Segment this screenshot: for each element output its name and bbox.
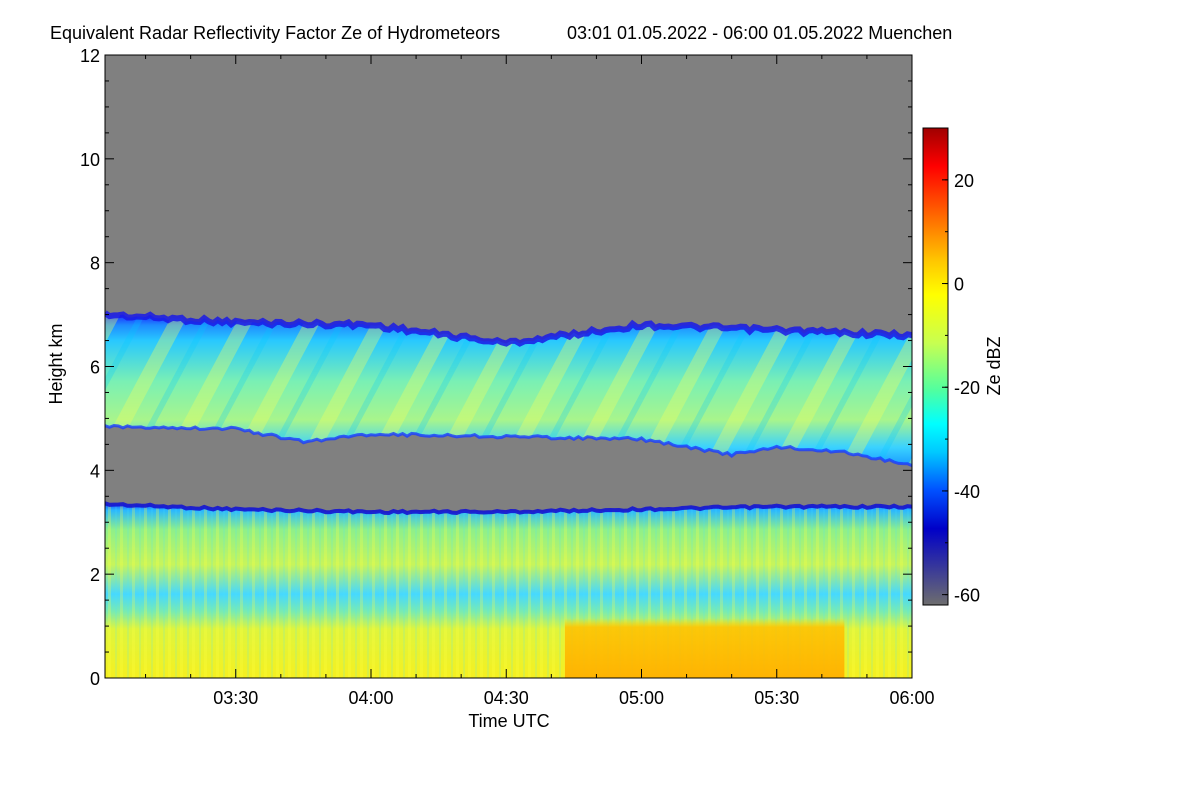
y-axis-label: Height km: [46, 323, 66, 404]
y-tick-label: 12: [80, 46, 100, 66]
colorbar: [922, 127, 949, 606]
upper-cloud-top-edge: [105, 310, 912, 347]
lower-layer-top-edge: [105, 501, 912, 516]
y-tick-label: 6: [90, 358, 100, 378]
y-axis: 0 2 4 6 8 10 12: [80, 46, 912, 689]
chart-subtitle: 03:01 01.05.2022 - 06:00 01.05.2022 Muen…: [567, 23, 952, 43]
colorbar-axis: 20 0 -20 -40 -60: [942, 127, 980, 606]
x-tick-label: 05:00: [619, 688, 664, 708]
y-tick-label: 8: [90, 254, 100, 274]
colorbar-tick-label: 20: [954, 171, 974, 191]
y-tick-label: 2: [90, 565, 100, 585]
colorbar-tick-label: -40: [954, 482, 980, 502]
y-tick-label: 0: [90, 669, 100, 689]
chart-title: Equivalent Radar Reflectivity Factor Ze …: [50, 23, 500, 43]
y-tick-label: 4: [90, 461, 100, 481]
x-tick-label: 06:00: [889, 688, 934, 708]
high-reflectivity-patch: [564, 618, 845, 678]
x-tick-label: 03:30: [213, 688, 258, 708]
x-tick-label: 05:30: [754, 688, 799, 708]
colorbar-tick-label: -60: [954, 586, 980, 606]
upper-cloud-streaks: [105, 313, 912, 466]
x-axis-label: Time UTC: [468, 711, 549, 731]
reflectivity-field: [105, 310, 912, 678]
colorbar-tick-label: 0: [954, 275, 964, 295]
x-tick-label: 04:00: [348, 688, 393, 708]
colorbar-tick-label: -20: [954, 378, 980, 398]
colorbar-label: Ze dBZ: [984, 336, 1004, 395]
upper-cloud-base-edge: [105, 423, 912, 467]
x-tick-label: 04:30: [484, 688, 529, 708]
y-tick-label: 10: [80, 150, 100, 170]
x-axis: 03:30 04:00 04:30 05:00 05:30 06:00: [145, 55, 935, 708]
